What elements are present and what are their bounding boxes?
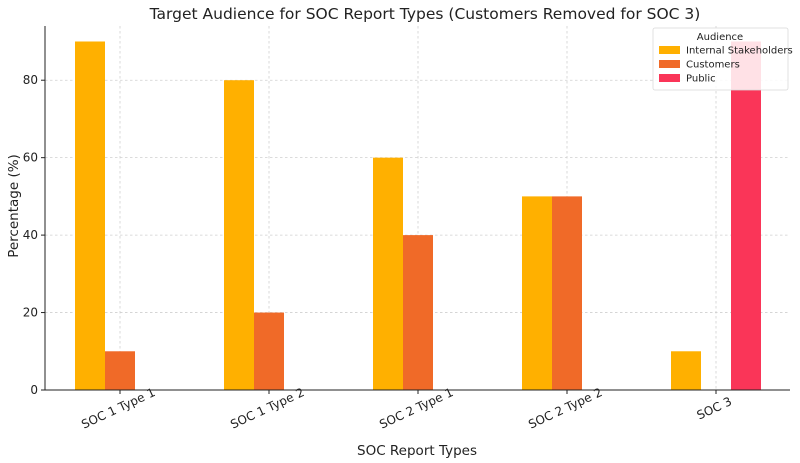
- x-tick-label: SOC 1 Type 1: [79, 385, 157, 431]
- bar: [671, 351, 701, 390]
- bar: [224, 80, 254, 390]
- legend-swatch: [659, 46, 680, 54]
- x-tick-labels: SOC 1 Type 1 SOC 1 Type 2 SOC 2 Type 1 SOC …: [79, 385, 734, 431]
- legend-title: Audience: [697, 32, 743, 43]
- legend-label: Public: [686, 74, 716, 85]
- bar: [254, 312, 284, 390]
- y-tick-label: 80: [23, 73, 38, 87]
- bar: [522, 196, 552, 390]
- legend-items: Internal Stakeholders Customers Public: [659, 46, 793, 85]
- y-tick-labels: 0 20 40 60 80: [23, 73, 38, 397]
- bar: [105, 351, 135, 390]
- bar: [731, 41, 761, 391]
- bar: [403, 235, 433, 390]
- x-tick-label: SOC 1 Type 2: [228, 385, 306, 431]
- bar: [552, 196, 582, 390]
- bar: [373, 157, 403, 390]
- legend-swatch: [659, 60, 680, 68]
- chart-title: Target Audience for SOC Report Types (Cu…: [149, 5, 701, 23]
- y-tick-label: 40: [23, 228, 38, 242]
- legend-swatch: [659, 74, 680, 82]
- x-axis-label: SOC Report Types: [357, 443, 477, 459]
- y-tick-label: 20: [23, 306, 38, 320]
- legend-label: Customers: [686, 60, 740, 71]
- legend-label: Internal Stakeholders: [686, 46, 793, 57]
- bars: [75, 41, 761, 391]
- axes: [41, 26, 790, 394]
- x-tick-label: SOC 3: [695, 394, 734, 422]
- legend: Audience Internal Stakeholders Customers P…: [652, 27, 793, 91]
- x-tick-label: SOC 2 Type 1: [377, 385, 455, 431]
- bar: [75, 41, 105, 391]
- y-tick-label: 60: [23, 151, 38, 165]
- y-axis-label: Percentage (%): [6, 154, 22, 258]
- x-tick-label: SOC 2 Type 2: [526, 385, 604, 431]
- legend-box: [652, 27, 789, 91]
- y-tick-label: 0: [30, 383, 38, 397]
